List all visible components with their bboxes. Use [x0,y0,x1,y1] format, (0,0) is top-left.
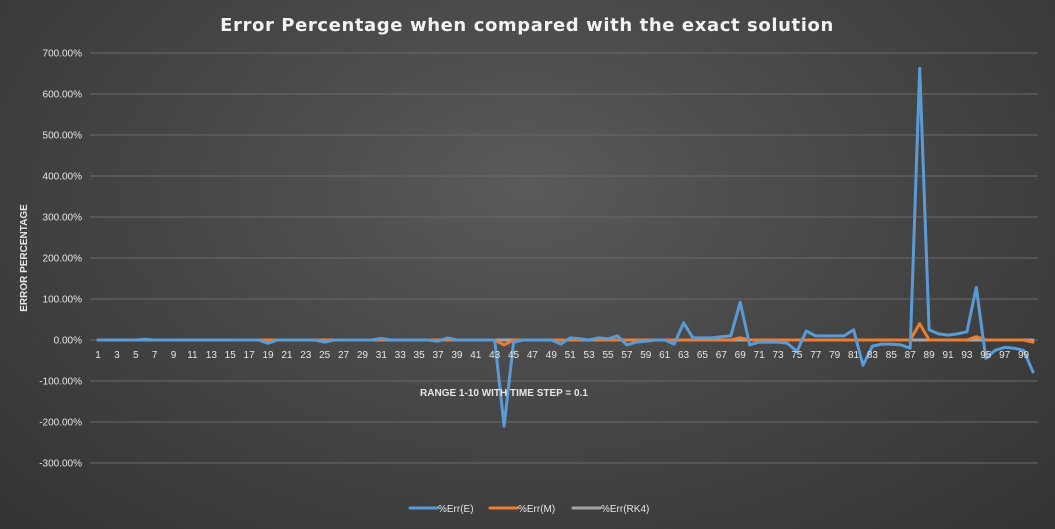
x-tick-label: 43 [489,350,501,361]
x-tick-label: 37 [432,350,444,361]
x-tick-label: 83 [867,350,879,361]
x-axis-label: RANGE 1-10 WITH TIME STEP = 0.1 [420,388,588,399]
y-axis-label: ERROR PERCENTAGE [19,204,30,312]
x-tick-label: 3 [114,350,120,361]
x-tick-label: 71 [754,350,766,361]
y-tick-label: 500.00% [43,131,83,142]
x-tick-label: 67 [716,350,728,361]
x-tick-label: 11 [187,350,198,361]
x-tick-label: 29 [357,350,369,361]
x-tick-label: 87 [905,350,917,361]
x-tick-label: 95 [980,350,992,361]
x-tick-label: 9 [171,350,177,361]
x-tick-label: 81 [848,350,860,361]
y-tick-label: 0.00% [54,336,82,347]
x-tick-label: 7 [152,350,158,361]
x-tick-label: 93 [961,350,973,361]
x-tick-label: 17 [244,350,256,361]
x-tick-label: 27 [338,350,350,361]
y-tick-label: 600.00% [43,90,83,101]
x-tick-label: 5 [133,350,139,361]
x-tick-label: 19 [262,350,274,361]
x-tick-label: 15 [225,350,237,361]
y-tick-label: 400.00% [43,172,83,183]
x-tick-label: 35 [414,350,426,361]
y-tick-label: -200.00% [39,418,82,429]
x-axis-ticks: 1 3 5 7 9 11 13 15 17 19 21 23 25 27 29 31 33 35 37 39 41 43 4… [95,350,1029,361]
x-tick-label: 47 [527,350,539,361]
x-tick-label: 69 [735,350,747,361]
x-tick-label: 57 [621,350,633,361]
y-tick-label: 700.00% [43,49,83,60]
x-tick-label: 41 [470,350,482,361]
x-tick-label: 61 [659,350,671,361]
y-axis-ticks: 700.00% 600.00% 500.00% 400.00% 300.00% 200.0… [39,49,82,470]
x-tick-label: 55 [602,350,614,361]
x-tick-label: 49 [546,350,558,361]
x-tick-label: 85 [886,350,898,361]
x-tick-label: 73 [772,350,784,361]
grid-layer [90,52,1038,464]
x-tick-label: 79 [829,350,841,361]
x-tick-label: 31 [376,350,388,361]
x-tick-label: 65 [697,350,709,361]
legend-label: %Err(E) [438,504,474,515]
y-tick-label: -300.00% [39,459,82,470]
x-tick-label: 23 [300,350,312,361]
legend-label: %Err(M) [518,504,555,515]
legend-label: %Err(RK4) [601,504,649,515]
x-tick-label: 59 [640,350,652,361]
x-tick-label: 91 [942,350,954,361]
x-tick-label: 21 [281,350,293,361]
y-tick-label: -100.00% [39,377,82,388]
x-tick-label: 75 [791,350,803,361]
x-tick-label: 63 [678,350,690,361]
x-tick-label: 25 [319,350,331,361]
x-tick-label: 1 [95,350,101,361]
x-tick-label: 99 [1018,350,1030,361]
x-tick-label: 89 [924,350,936,361]
x-tick-label: 77 [810,350,822,361]
x-tick-label: 45 [508,350,520,361]
x-tick-label: 39 [451,350,463,361]
y-tick-label: 200.00% [43,254,83,265]
chart-title: Error Percentage when compared with the … [220,15,834,36]
y-tick-label: 100.00% [43,295,83,306]
x-tick-label: 33 [395,350,407,361]
x-tick-label: 51 [565,350,577,361]
x-tick-label: 53 [584,350,596,361]
series-layer [96,66,1035,428]
y-tick-label: 300.00% [43,213,83,224]
x-tick-label: 13 [206,350,218,361]
legend: %Err(E) %Err(M) %Err(RK4) [408,504,649,515]
x-tick-label: 97 [999,350,1011,361]
series-line--err-e- [96,66,1035,428]
